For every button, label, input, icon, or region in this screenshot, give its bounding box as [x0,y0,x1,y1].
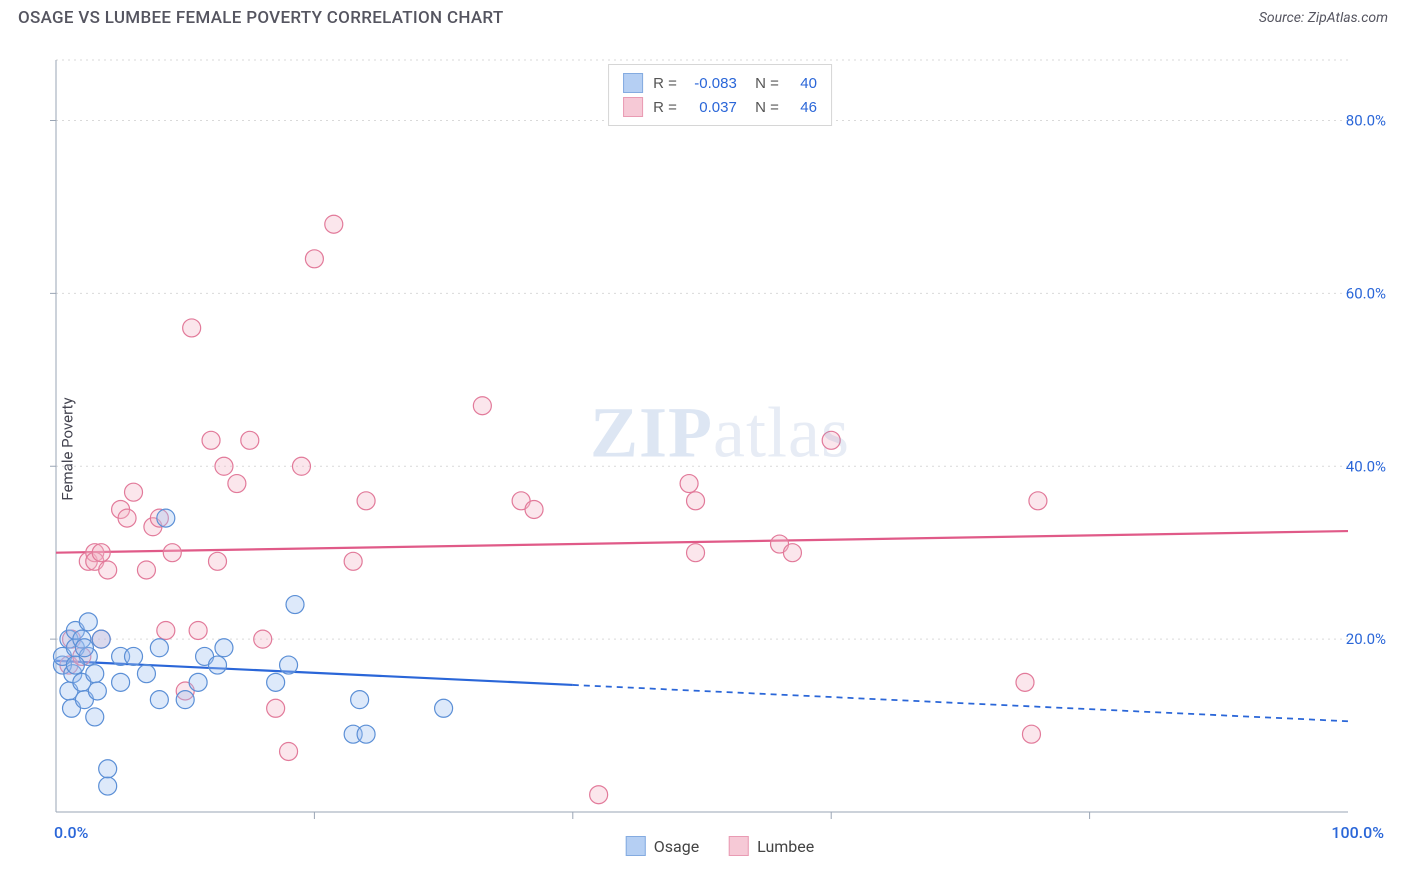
n-label: N = [747,99,779,116]
scatter-chart: 20.0% 40.0% 60.0% 80.0% 0.0% 100.0% [50,44,1390,854]
svg-text:0.0%: 0.0% [54,823,89,842]
stats-row-lumbee: R = 0.037 N = 46 [623,95,817,119]
osage-r-value: -0.083 [687,75,737,92]
svg-text:100.0%: 100.0% [1331,823,1384,842]
chart-title: OSAGE VS LUMBEE FEMALE POVERTY CORRELATI… [18,8,504,28]
swatch-lumbee [623,97,643,117]
legend: Osage Lumbee [626,836,815,856]
legend-label-lumbee: Lumbee [757,837,814,856]
svg-text:40.0%: 40.0% [1346,457,1386,475]
r-label: R = [653,99,677,116]
legend-item-lumbee: Lumbee [729,836,814,856]
stats-box: R = -0.083 N = 40 R = 0.037 N = 46 [608,64,832,126]
legend-swatch-osage [626,836,646,856]
legend-label-osage: Osage [654,837,699,856]
chart-area: Female Poverty 20.0%40.0%60.0%80.0% 0.0%… [50,44,1390,854]
legend-item-osage: Osage [626,836,699,856]
stats-row-osage: R = -0.083 N = 40 [623,71,817,95]
svg-text:20.0%: 20.0% [1346,630,1386,648]
svg-text:80.0%: 80.0% [1346,112,1386,130]
lumbee-r-value: 0.037 [687,99,737,116]
swatch-osage [623,73,643,93]
source-label: Source: ZipAtlas.com [1259,10,1388,26]
legend-swatch-lumbee [729,836,749,856]
svg-text:60.0%: 60.0% [1346,284,1386,302]
osage-n-value: 40 [789,75,817,92]
lumbee-n-value: 46 [789,99,817,116]
n-label: N = [747,75,779,92]
r-label: R = [653,75,677,92]
